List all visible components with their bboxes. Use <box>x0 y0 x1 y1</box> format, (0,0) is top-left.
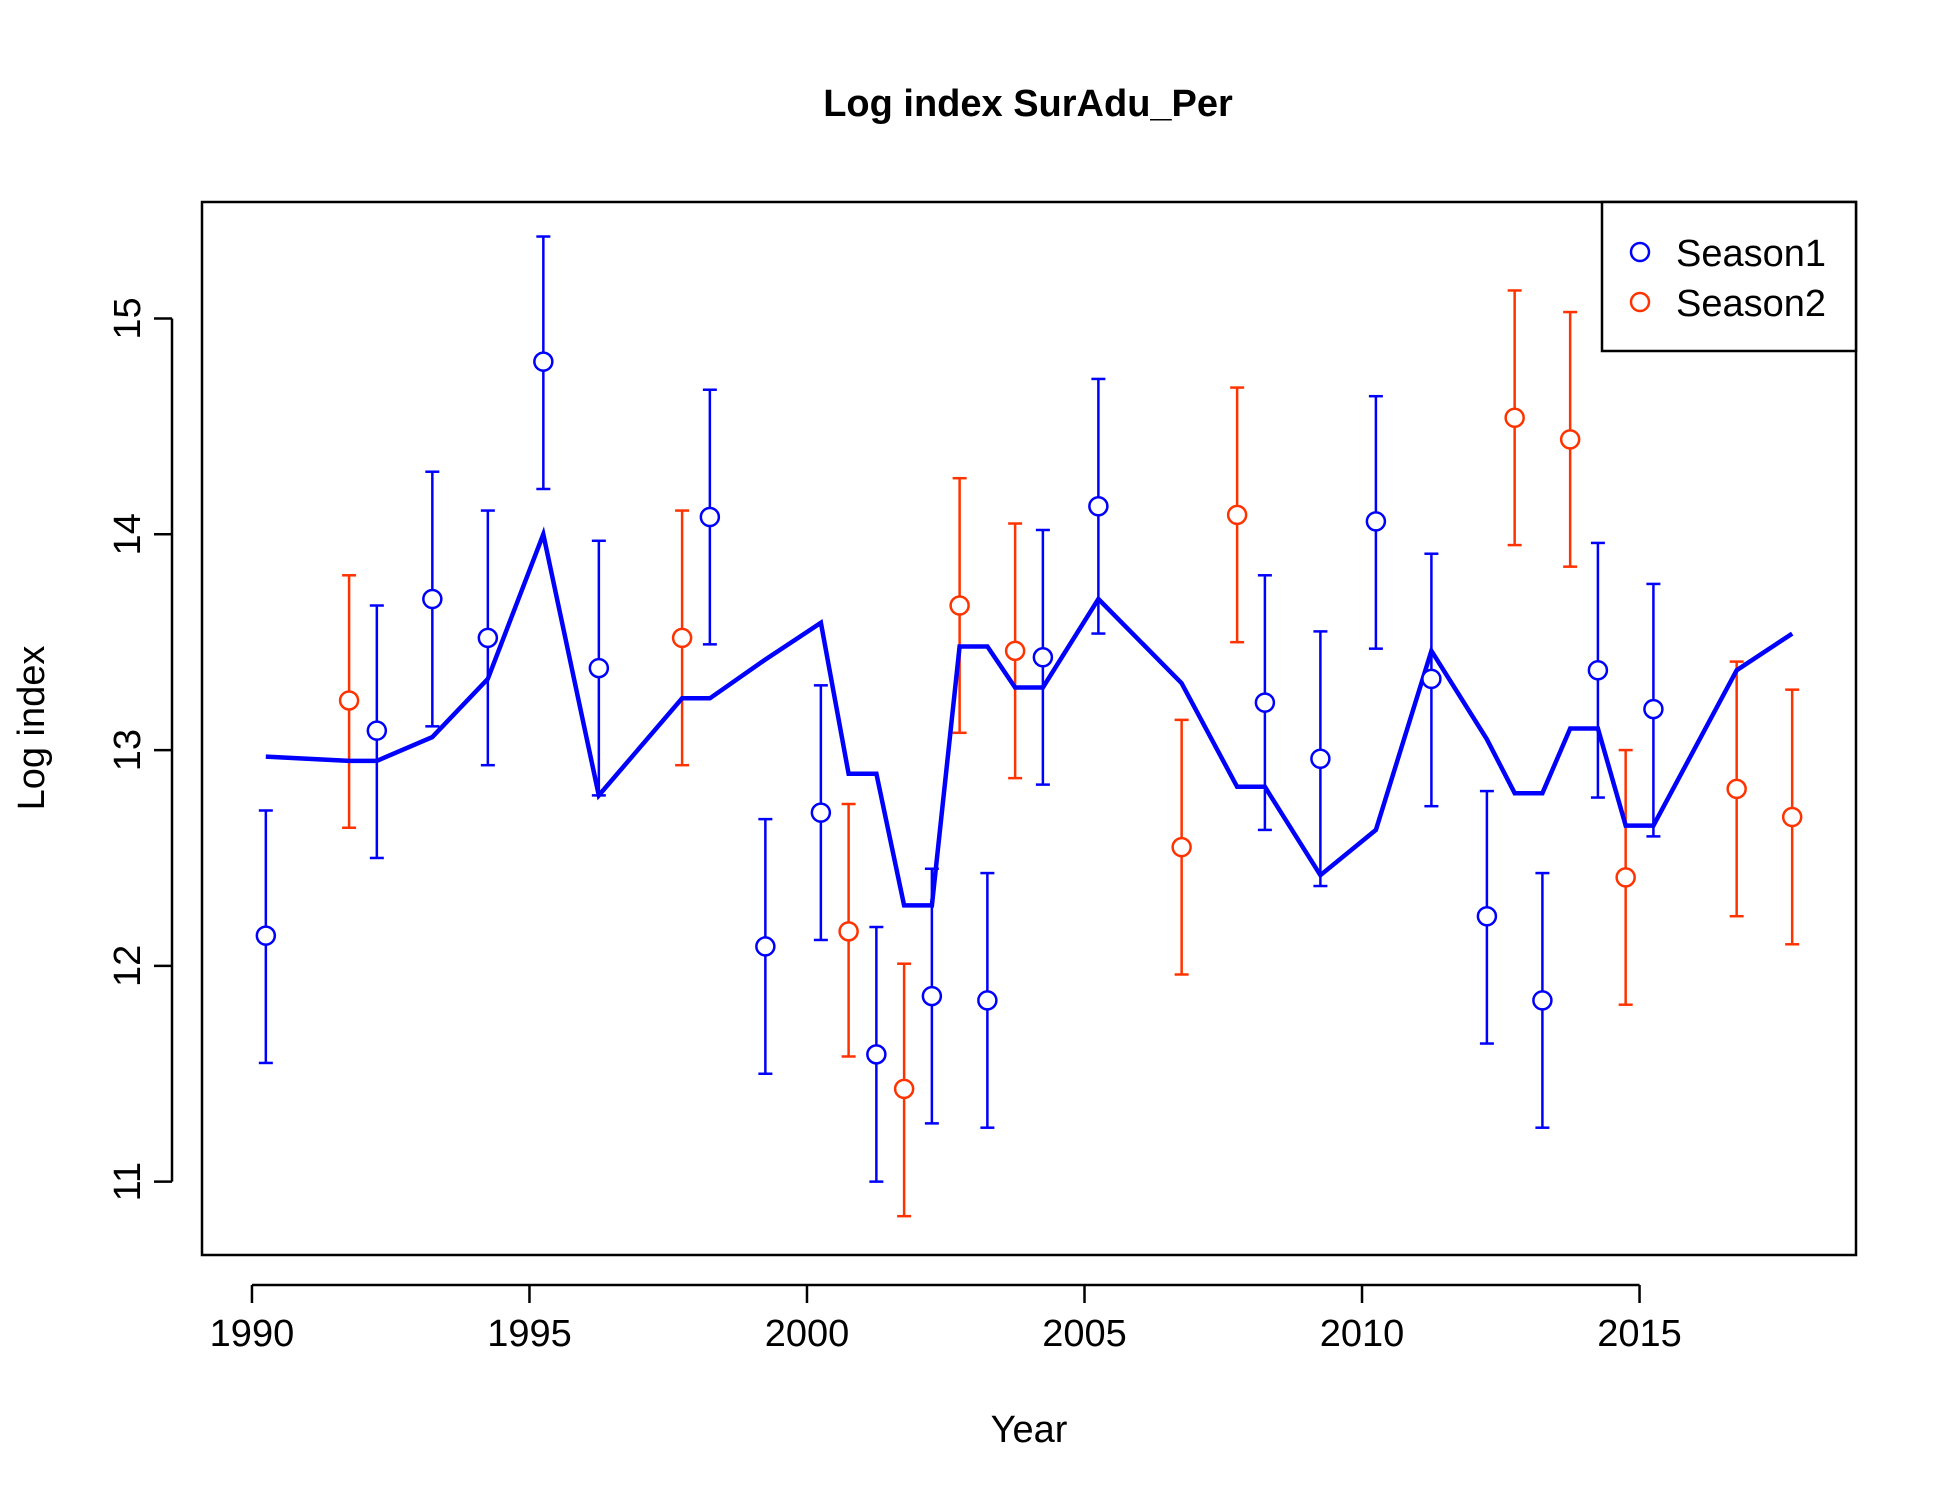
data-point <box>422 588 443 610</box>
data-point <box>1254 692 1276 713</box>
data-point <box>893 1078 915 1100</box>
data-point <box>977 990 998 1011</box>
data-point <box>921 985 943 1007</box>
data-point <box>1004 640 1026 662</box>
data-point <box>1532 990 1553 1011</box>
data-point <box>477 627 499 649</box>
y-axis-title: Log index <box>11 646 53 811</box>
data-point <box>1310 748 1331 769</box>
data-point <box>671 627 693 649</box>
series-2-points <box>338 407 1803 1100</box>
y-tick-label: 15 <box>107 297 149 339</box>
data-point <box>1365 511 1387 532</box>
data-point <box>533 351 554 372</box>
series-1-points <box>255 351 1664 1065</box>
data-point <box>699 506 721 528</box>
data-point <box>1615 867 1636 888</box>
data-point <box>255 925 277 946</box>
data-point <box>1088 495 1109 517</box>
x-tick-label: 1995 <box>487 1313 572 1355</box>
data-point <box>1226 504 1248 526</box>
data-point <box>588 657 610 679</box>
y-axis: 11 12 13 14 15 <box>107 297 174 1201</box>
fitted-line <box>265 526 1794 908</box>
x-tick-label: 2015 <box>1597 1313 1682 1355</box>
x-tick-label: 1990 <box>210 1313 295 1355</box>
data-point <box>866 1044 887 1065</box>
chart-title: Log index SurAdu_Per <box>823 83 1233 125</box>
data-point <box>338 690 360 711</box>
data-point <box>810 802 832 823</box>
y-tick-label: 12 <box>107 945 149 987</box>
data-point <box>838 921 859 942</box>
data-point <box>1587 659 1609 681</box>
plot-frame <box>200 200 1858 1257</box>
y-tick-label: 13 <box>107 729 149 771</box>
data-point <box>1421 668 1442 690</box>
data-point <box>1504 407 1525 429</box>
data-point <box>1476 905 1498 927</box>
y-tick-label: 14 <box>107 513 149 555</box>
x-axis: 1990 1995 2000 2005 2010 2015 <box>210 1283 1682 1355</box>
legend-label-season1: Season1 <box>1676 233 1826 275</box>
legend: Season1 Season2 <box>1600 200 1858 353</box>
data-point <box>1781 806 1803 828</box>
legend-marker-season2 <box>1629 291 1651 313</box>
x-tick-label: 2000 <box>765 1313 850 1355</box>
legend-label-season2: Season2 <box>1676 283 1826 325</box>
plot-area <box>255 235 1803 1218</box>
y-tick-label: 11 <box>107 1162 149 1201</box>
x-axis-title: Year <box>991 1409 1068 1451</box>
data-point <box>1171 836 1192 858</box>
legend-marker-season1 <box>1629 241 1651 263</box>
series-2 <box>342 289 1800 1218</box>
legend-box <box>1600 200 1858 353</box>
data-point <box>1032 647 1054 668</box>
data-point <box>366 720 388 741</box>
data-point <box>1643 698 1664 720</box>
data-point <box>755 936 776 957</box>
data-point <box>949 595 970 616</box>
x-tick-label: 2005 <box>1042 1313 1127 1355</box>
data-point <box>1559 429 1581 450</box>
data-point <box>1726 778 1747 800</box>
x-tick-label: 2010 <box>1320 1313 1405 1355</box>
